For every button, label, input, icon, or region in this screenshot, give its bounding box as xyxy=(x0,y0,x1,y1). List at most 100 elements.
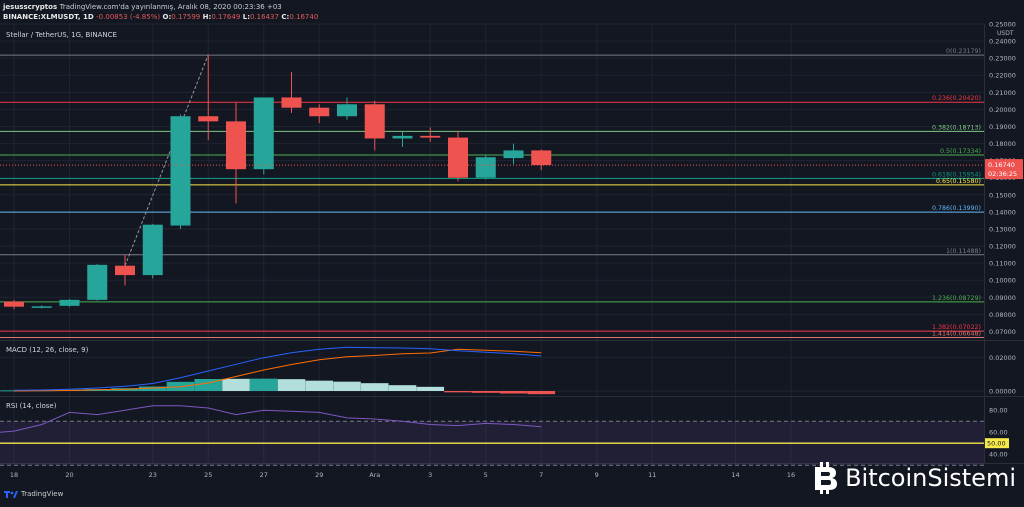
candle-body xyxy=(170,116,191,226)
candle-body xyxy=(475,157,496,178)
candle-body xyxy=(31,306,52,308)
bitcoin-logo-icon xyxy=(815,462,838,494)
change-label: -0.00853 (-4.85%) xyxy=(96,13,161,21)
candle-body xyxy=(448,137,468,178)
macd-title: MACD (12, 26, close, 9) xyxy=(6,346,89,354)
macd-histogram-bar xyxy=(138,386,167,391)
x-tick-label: Ara xyxy=(369,471,380,479)
candle-body xyxy=(337,104,357,117)
candle-body xyxy=(198,116,219,122)
header-publish-line: jesusscryptos TradingView.com'da yayınla… xyxy=(3,3,282,11)
candle-body xyxy=(364,104,385,139)
candle-body xyxy=(531,150,552,166)
y-tick-label: 0.20000 xyxy=(989,106,1016,114)
ohlc-c-value: 0.16740 xyxy=(289,13,319,21)
candle-body xyxy=(309,107,330,117)
macd-histogram-bar xyxy=(444,391,472,393)
x-tick-label: 23 xyxy=(149,471,157,479)
y-tick-label: 0.12000 xyxy=(989,243,1016,251)
bitcoinsistemi-watermark: BitcoinSistemi xyxy=(811,461,1016,495)
candle-body xyxy=(392,135,413,139)
candle-body xyxy=(503,150,524,159)
rsi-y-tick-label: 60.00 xyxy=(989,429,1008,437)
fib-level-label: 0.65(0.15580) xyxy=(936,178,981,185)
fib-level-label: 0.5(0.17334) xyxy=(940,148,981,155)
macd-line xyxy=(13,346,542,391)
y-tick-label: 0.23000 xyxy=(989,55,1016,63)
last-price-label: 0.16740 xyxy=(988,161,1015,169)
y-tick-label: 0.08000 xyxy=(989,311,1016,319)
x-tick-label: 25 xyxy=(204,471,212,479)
ohlc-c-label: C: xyxy=(281,13,290,21)
countdown-label: 02:36:25 xyxy=(988,170,1017,178)
candle-body xyxy=(281,97,302,108)
y-tick-label: 0.10000 xyxy=(989,277,1016,285)
macd-histogram-bar xyxy=(305,380,334,391)
symbol-label: BINANCE:XLMUSDT, 1D xyxy=(3,13,94,21)
fib-level-label: 1.236(0.08729) xyxy=(932,295,981,302)
ohlc-o-label: O: xyxy=(162,13,172,21)
rsi-y-tick-label: 40.00 xyxy=(989,451,1008,459)
macd-histogram-bar xyxy=(471,391,500,393)
y-tick-label: 0.22000 xyxy=(989,72,1016,80)
candle-body xyxy=(87,264,108,300)
fib-level-label: 1.414(0.06648) xyxy=(932,330,981,337)
rsi-midline-label: 50.00 xyxy=(987,440,1006,448)
fib-level-label: 1.382(0.07022) xyxy=(932,324,981,331)
candle-body xyxy=(115,265,135,276)
last-price-tag xyxy=(985,159,1023,180)
candle-body xyxy=(226,121,246,170)
macd-histogram-bar xyxy=(222,378,250,391)
x-tick-label: 11 xyxy=(648,471,656,479)
macd-histogram-bar xyxy=(249,378,278,391)
x-tick-label: 9 xyxy=(595,471,599,479)
ohlc-o-value: 0.17599 xyxy=(171,13,201,21)
y-tick-label: 0.14000 xyxy=(989,208,1016,216)
fib-level-label: 0.786(0.13990) xyxy=(932,205,981,212)
tradingview-logo[interactable]: TradingView xyxy=(4,489,63,499)
rsi-midline-tag xyxy=(985,438,1009,449)
rsi-line xyxy=(0,405,542,433)
y-tick-label: 0.07000 xyxy=(989,328,1016,336)
candle-body xyxy=(59,299,80,306)
y-tick-label: 0.09000 xyxy=(989,294,1016,302)
macd-histogram-bar xyxy=(333,381,361,391)
rsi-y-tick-label: 80.00 xyxy=(989,407,1008,415)
macd-histogram-bar xyxy=(277,379,306,391)
candle-body xyxy=(420,135,441,138)
macd-histogram-bar xyxy=(388,385,417,391)
fib-level-label: 0(0.23179) xyxy=(946,48,981,55)
x-tick-label: 3 xyxy=(428,471,432,479)
fib-level-label: 0.236(0.20420) xyxy=(932,95,981,102)
x-tick-label: 16 xyxy=(787,471,795,479)
publish-info: TradingView.com'da yayınlanmış, Aralık 0… xyxy=(59,3,282,11)
x-tick-label: 5 xyxy=(484,471,488,479)
ohlc-l-label: L: xyxy=(242,13,250,21)
ohlc-l-value: 0.16437 xyxy=(250,13,279,21)
x-tick-label: 20 xyxy=(65,471,73,479)
y-tick-label: 0.18000 xyxy=(989,140,1016,148)
x-tick-label: 18 xyxy=(10,471,18,479)
x-tick-label: 27 xyxy=(260,471,268,479)
y-tick-label: 0.19000 xyxy=(989,123,1016,131)
fib-level-label: 0.382(0.18713) xyxy=(932,124,981,131)
fib-level-label: 1(0.11488) xyxy=(946,248,981,255)
header-ohlc-line: BINANCE:XLMUSDT, 1D -0.00853 (-4.85%) O:… xyxy=(3,13,318,21)
macd-histogram-bar xyxy=(527,391,556,395)
y-tick-label: 0.11000 xyxy=(989,260,1016,268)
fib-level-label: 0.618(0.15954) xyxy=(932,172,981,179)
x-tick-label: 7 xyxy=(539,471,543,479)
pair-title: Stellar / TetherUS, 1G, BINANCE xyxy=(6,31,117,39)
macd-histogram-bar xyxy=(499,391,528,394)
candle-body xyxy=(142,224,163,276)
macd-y-tick-label: 0.02000 xyxy=(989,354,1016,362)
macd-y-tick-label: 0.00000 xyxy=(989,388,1016,396)
x-tick-label: 14 xyxy=(731,471,739,479)
y-tick-label: 0.15000 xyxy=(989,191,1016,199)
candle-body xyxy=(4,301,24,307)
macd-histogram-bar xyxy=(360,383,389,391)
currency-label: USDT xyxy=(997,30,1014,37)
macd-histogram-bar xyxy=(416,386,445,391)
